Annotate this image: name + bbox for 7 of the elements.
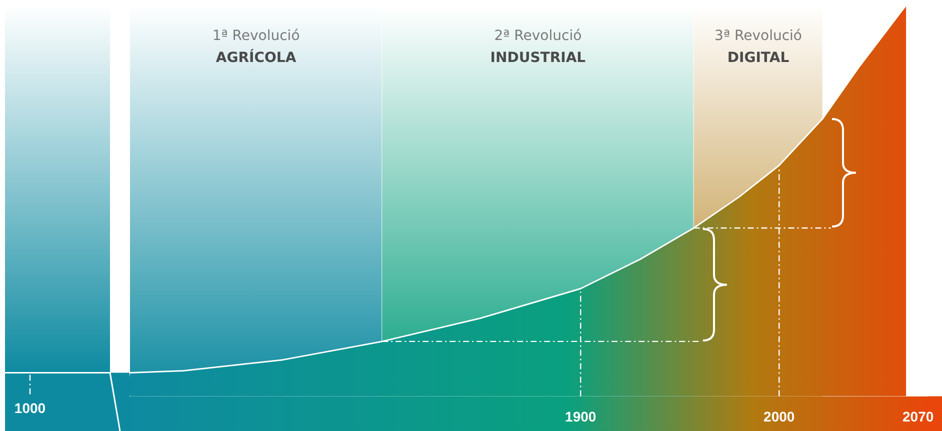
text: 1000 [14, 400, 46, 416]
band-label: 2ª Revolució INDUSTRIAL [490, 28, 586, 66]
x-tick-label: 1900 [565, 408, 596, 424]
x-tick-label: 2070 [902, 408, 934, 424]
band-label: 3ª Revolució DIGITAL [714, 28, 802, 66]
band-label: 1ª Revolució AGRÍCOLA [212, 28, 300, 66]
x-tick-label: 2000 [764, 408, 795, 424]
